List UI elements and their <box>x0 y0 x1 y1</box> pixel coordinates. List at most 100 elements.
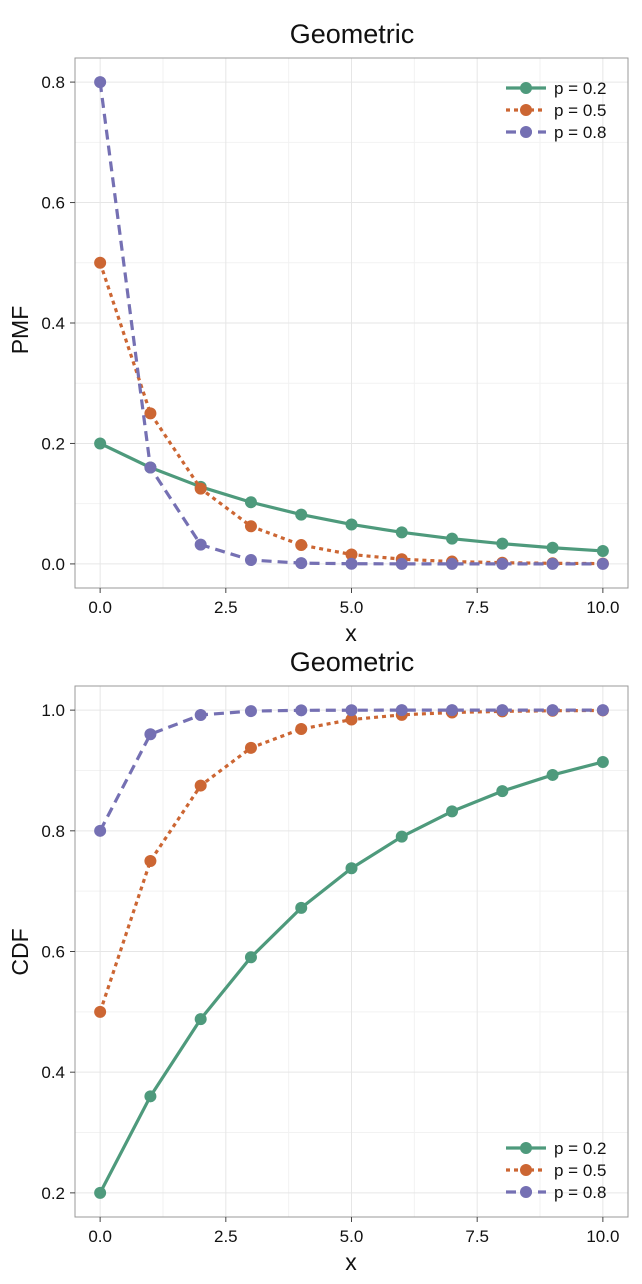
pmf-data-point <box>295 557 308 570</box>
cdf-x-tick-label: 0.0 <box>88 1227 112 1246</box>
cdf-x-axis-title: x <box>345 1249 357 1275</box>
cdf-legend-label: p = 0.8 <box>554 1183 606 1202</box>
pmf-x-tick-label: 2.5 <box>214 598 238 617</box>
pmf-data-point <box>345 518 358 531</box>
cdf-data-point <box>144 728 157 741</box>
pmf-x-tick-label: 10.0 <box>586 598 619 617</box>
pmf-legend: p = 0.2 p = 0.5 p = 0.8 <box>506 79 606 142</box>
pmf-data-point <box>295 508 308 521</box>
pmf-data-point <box>395 526 408 539</box>
pmf-x-axis-title: x <box>345 620 357 646</box>
pmf-data-point <box>94 437 107 450</box>
pmf-legend-key-point <box>520 82 532 94</box>
cdf-y-tick-label: 1.0 <box>41 701 65 720</box>
cdf-data-point <box>194 779 207 792</box>
cdf-data-point <box>144 1090 157 1103</box>
cdf-legend-label: p = 0.2 <box>554 1139 606 1158</box>
pmf-data-point <box>194 538 207 551</box>
pmf-series-1 <box>94 437 609 557</box>
cdf-data-point <box>345 862 358 875</box>
cdf-legend-key-point <box>520 1186 532 1198</box>
pmf-data-point <box>546 541 559 554</box>
pmf-legend-key-point <box>520 126 532 138</box>
pmf-gridlines <box>75 58 628 588</box>
pmf-chart-title: Geometric <box>290 19 415 49</box>
cdf-y-tick-label: 0.2 <box>41 1184 65 1203</box>
cdf-legend-key-point <box>520 1142 532 1154</box>
cdf-data-point <box>194 1013 207 1026</box>
cdf-y-tick-label: 0.8 <box>41 822 65 841</box>
cdf-data-point <box>446 704 459 717</box>
pmf-data-point <box>345 548 358 561</box>
pmf-x-tick-label: 5.0 <box>340 598 364 617</box>
cdf-data-point <box>546 704 559 717</box>
cdf-data-point <box>244 741 257 754</box>
cdf-data-point <box>546 768 559 781</box>
cdf-chart-title: Geometric <box>290 647 415 677</box>
cdf-data-point <box>295 704 308 717</box>
cdf-data-point <box>345 713 358 726</box>
pmf-data-point <box>596 544 609 557</box>
cdf-legend-key-point <box>520 1164 532 1176</box>
pmf-data-point <box>244 554 257 567</box>
cdf-data-point <box>244 705 257 718</box>
cdf-x-tick-label: 10.0 <box>586 1227 619 1246</box>
pmf-data-point <box>446 557 459 570</box>
pmf-data-point <box>194 482 207 495</box>
pmf-data-point <box>94 76 107 89</box>
cdf-data-point <box>446 805 459 818</box>
pmf-series-3 <box>94 76 609 570</box>
cdf-data-point <box>295 722 308 735</box>
pmf-data-point <box>144 407 157 420</box>
pmf-y-tick-label: 0.8 <box>41 73 65 92</box>
cdf-x-tick-label: 5.0 <box>340 1227 364 1246</box>
pmf-data-point <box>496 557 509 570</box>
pmf-data-point <box>596 557 609 570</box>
cdf-data-point <box>596 755 609 768</box>
pmf-data-point <box>244 496 257 509</box>
pmf-data-point <box>144 461 157 474</box>
cdf-x-tick-label: 7.5 <box>465 1227 489 1246</box>
cdf-data-point <box>596 704 609 717</box>
pmf-data-point <box>496 537 509 550</box>
cdf-legend: p = 0.2 p = 0.5 p = 0.8 <box>506 1139 606 1202</box>
cdf-series-1 <box>94 755 609 1199</box>
cdf-data-point <box>94 1005 107 1018</box>
cdf-data-point <box>345 704 358 717</box>
cdf-data-point <box>496 704 509 717</box>
cdf-data-point <box>395 830 408 843</box>
cdf-data-point <box>244 951 257 964</box>
cdf-y-tick-label: 0.6 <box>41 943 65 962</box>
pmf-y-tick-label: 0.0 <box>41 555 65 574</box>
pmf-x-tick-label: 7.5 <box>465 598 489 617</box>
pmf-y-tick-label: 0.2 <box>41 434 65 453</box>
pmf-legend-label: p = 0.2 <box>554 79 606 98</box>
pmf-panel: Geometric x PMF 0.0 2.5 5.0 7.5 10.0 0.0 0.2 0.… <box>7 19 629 646</box>
pmf-y-tick-label: 0.6 <box>41 194 65 213</box>
pmf-data-point <box>345 557 358 570</box>
pmf-data-point <box>94 256 107 269</box>
pmf-x-tick-label: 0.0 <box>88 598 112 617</box>
cdf-data-point <box>395 704 408 717</box>
cdf-y-axis-title: CDF <box>7 928 33 975</box>
cdf-gridlines <box>75 686 628 1217</box>
cdf-x-tick-label: 2.5 <box>214 1227 238 1246</box>
pmf-data-point <box>295 539 308 552</box>
pmf-y-axis-title: PMF <box>7 306 33 355</box>
pmf-legend-label: p = 0.8 <box>554 123 606 142</box>
pmf-data-point <box>244 520 257 533</box>
cdf-data-point <box>94 824 107 837</box>
cdf-data-point <box>295 901 308 914</box>
pmf-data-point <box>546 557 559 570</box>
cdf-panel: Geometric x CDF 0.0 2.5 5.0 7.5 10.0 0.2 0.4 0.… <box>7 647 629 1275</box>
cdf-series-3 <box>94 704 609 837</box>
cdf-y-tick-label: 0.4 <box>41 1063 65 1082</box>
cdf-data-point <box>194 708 207 721</box>
pmf-data-point <box>395 557 408 570</box>
cdf-data-point <box>94 1186 107 1199</box>
pmf-legend-key-point <box>520 104 532 116</box>
pmf-y-tick-label: 0.4 <box>41 314 65 333</box>
pmf-legend-label: p = 0.5 <box>554 101 606 120</box>
cdf-data-point <box>144 854 157 867</box>
